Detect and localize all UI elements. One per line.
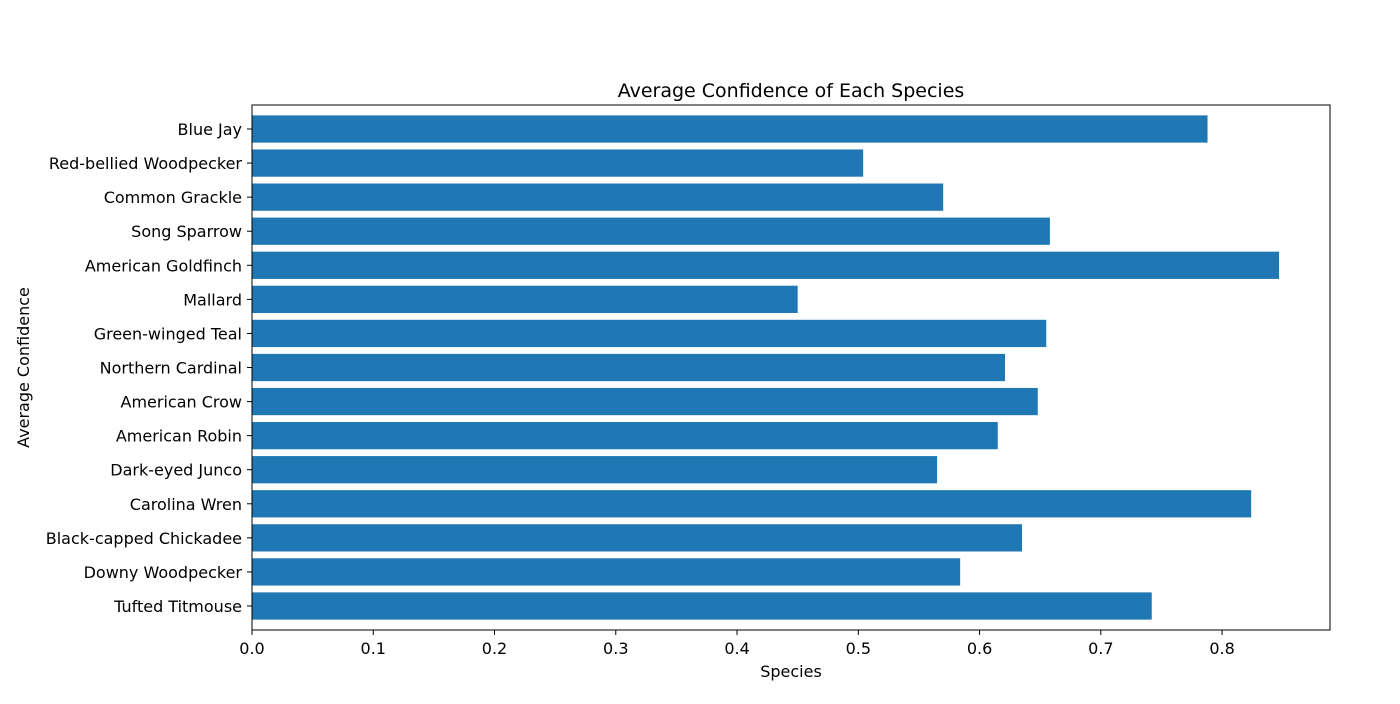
bar — [252, 319, 1047, 348]
bar — [252, 422, 998, 450]
x-tick-label: 0.4 — [724, 639, 749, 658]
y-tick-label: Carolina Wren — [130, 495, 242, 514]
x-tick-label: 0.0 — [239, 639, 264, 658]
bar — [252, 285, 798, 313]
bar — [252, 558, 961, 586]
y-tick-label: Blue Jay — [178, 120, 242, 139]
y-tick-label: Black-capped Chickadee — [46, 529, 242, 548]
y-tick-label: Tufted Titmouse — [113, 597, 242, 616]
y-tick-label: American Goldfinch — [85, 256, 242, 275]
x-tick-label: 0.2 — [482, 639, 507, 658]
y-tick-label: Common Grackle — [104, 188, 242, 207]
y-axis-label: Average Confidence — [14, 287, 33, 448]
bars-group — [252, 115, 1280, 620]
bar — [252, 251, 1280, 279]
bar — [252, 524, 1022, 552]
y-tick-label: Song Sparrow — [131, 222, 242, 241]
bar — [252, 149, 864, 177]
bar — [252, 490, 1252, 518]
x-tick-label: 0.8 — [1209, 639, 1234, 658]
y-tick-label: Dark-eyed Junco — [110, 461, 242, 480]
bar — [252, 353, 1006, 382]
x-tick-label: 0.6 — [967, 639, 992, 658]
y-tick-label: American Crow — [121, 393, 243, 412]
y-axis-ticks: Blue Jay Red-bellied Woodpecker Common Gra… — [46, 120, 252, 616]
bar — [252, 217, 1050, 245]
x-tick-label: 0.5 — [846, 639, 871, 658]
x-axis-label: Species — [760, 662, 822, 681]
y-tick-label: American Robin — [116, 427, 242, 446]
bar — [252, 592, 1152, 620]
x-tick-label: 0.7 — [1088, 639, 1113, 658]
x-axis-ticks: 0.0 0.1 0.2 0.3 0.4 0.5 0.6 0.7 0.8 — [239, 630, 1235, 658]
x-tick-label: 0.1 — [361, 639, 386, 658]
y-tick-label: Northern Cardinal — [100, 359, 242, 378]
plot-frame — [251, 104, 1331, 631]
y-tick-label: Green-winged Teal — [94, 324, 242, 343]
bar — [252, 456, 938, 484]
bar — [252, 115, 1208, 143]
y-tick-label: Downy Woodpecker — [84, 563, 243, 582]
y-tick-label: Red-bellied Woodpecker — [49, 154, 243, 173]
y-tick-label: Mallard — [183, 290, 242, 309]
x-tick-label: 0.3 — [603, 639, 628, 658]
chart-title: Average Confidence of Each Species — [618, 80, 965, 102]
bar — [252, 183, 944, 211]
bar — [252, 387, 1038, 416]
